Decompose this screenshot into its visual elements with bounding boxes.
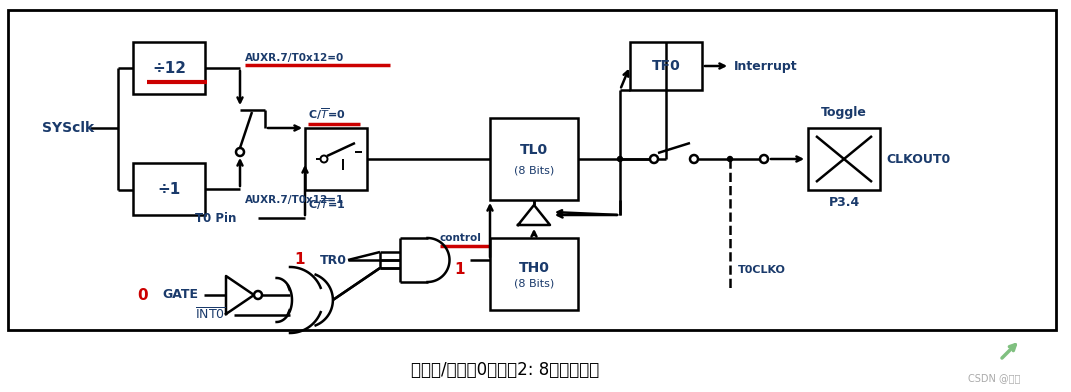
Text: Interrupt: Interrupt — [734, 60, 798, 73]
Text: AUXR.7/T0x12=0: AUXR.7/T0x12=0 — [245, 53, 344, 63]
Text: ÷12: ÷12 — [152, 60, 186, 76]
Circle shape — [236, 148, 244, 156]
Text: T0 Pin: T0 Pin — [195, 212, 237, 225]
Text: C/$\overline{T}$=1: C/$\overline{T}$=1 — [308, 196, 345, 212]
Text: 1: 1 — [455, 263, 465, 278]
Text: T0CLKO: T0CLKO — [738, 265, 786, 275]
Circle shape — [618, 156, 622, 162]
Text: C/$\overline{T}$=0: C/$\overline{T}$=0 — [308, 106, 346, 122]
Text: (8 Bits): (8 Bits) — [514, 165, 554, 175]
Text: (8 Bits): (8 Bits) — [514, 279, 554, 289]
Circle shape — [650, 155, 658, 163]
Circle shape — [727, 156, 733, 162]
Circle shape — [690, 155, 698, 163]
Bar — [305, 128, 367, 190]
Text: ÷1: ÷1 — [157, 181, 181, 196]
Text: TF0: TF0 — [651, 59, 680, 73]
Text: CLKOUT0: CLKOUT0 — [886, 152, 950, 165]
Text: control: control — [439, 233, 481, 243]
Polygon shape — [226, 276, 254, 314]
Text: CSDN @阳排: CSDN @阳排 — [967, 373, 1020, 383]
Text: $\overline{\mathrm{INT0}}$: $\overline{\mathrm{INT0}}$ — [195, 307, 226, 323]
Bar — [7, 10, 1056, 330]
Text: SYSclk: SYSclk — [42, 121, 94, 135]
Text: P3.4: P3.4 — [828, 196, 860, 209]
Text: TH0: TH0 — [518, 261, 549, 275]
Polygon shape — [518, 205, 550, 225]
Text: 0: 0 — [137, 287, 148, 303]
Bar — [808, 128, 880, 190]
Bar — [133, 42, 205, 94]
Circle shape — [254, 291, 262, 299]
Text: 定时器/计数器0的模式2: 8位自动重装: 定时器/计数器0的模式2: 8位自动重装 — [411, 361, 600, 379]
Bar — [491, 238, 578, 310]
Text: AUXR.7/T0x12=1: AUXR.7/T0x12=1 — [245, 195, 344, 205]
Text: 1: 1 — [295, 252, 305, 267]
Circle shape — [320, 156, 328, 163]
Bar — [133, 163, 205, 215]
Text: Toggle: Toggle — [821, 105, 866, 118]
Bar — [491, 118, 578, 200]
Text: TL0: TL0 — [519, 143, 548, 157]
Circle shape — [760, 155, 768, 163]
Bar — [630, 42, 702, 90]
Text: TR0: TR0 — [320, 254, 347, 267]
Text: GATE: GATE — [162, 289, 198, 301]
